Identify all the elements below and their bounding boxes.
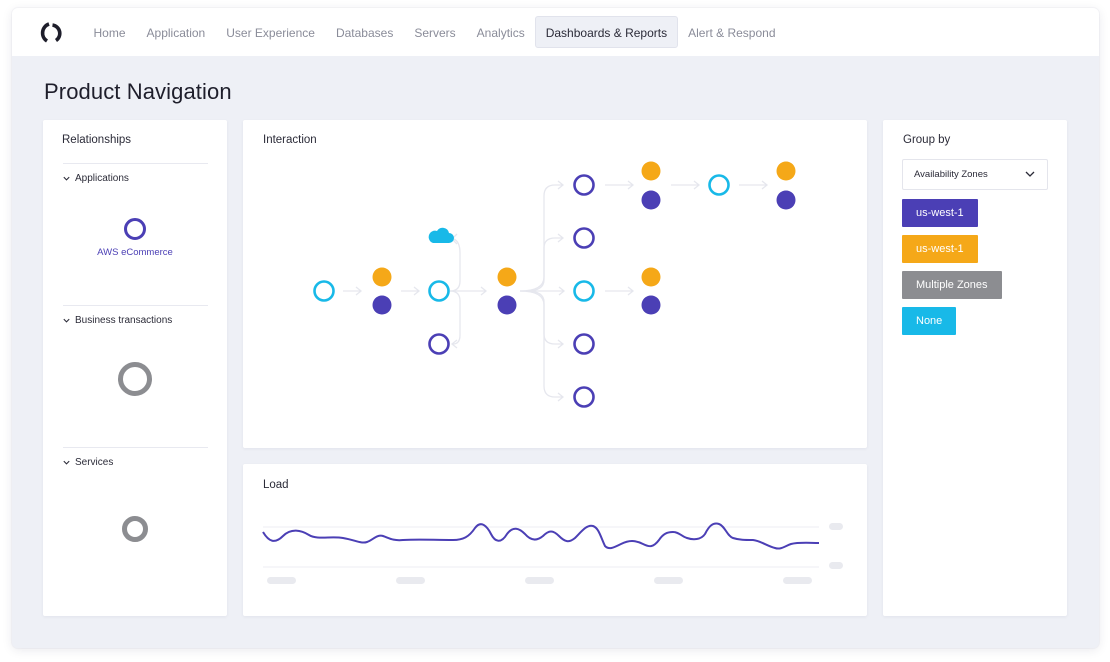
- graph-node[interactable]: [776, 190, 796, 210]
- graph-node[interactable]: [497, 267, 517, 287]
- nav-tab-databases[interactable]: Databases: [335, 26, 394, 40]
- graph-node[interactable]: [573, 333, 595, 355]
- graph-edges: [343, 180, 769, 402]
- app-window: Home Application User Experience Databas…: [12, 8, 1099, 648]
- section-services[interactable]: Services: [62, 457, 113, 468]
- nav-tab-analytics[interactable]: Analytics: [476, 26, 525, 40]
- nav-tab-user-experience[interactable]: User Experience: [226, 26, 315, 40]
- cloud-icon: [428, 227, 454, 243]
- chevron-down-icon: [1025, 171, 1035, 177]
- load-chart: [262, 522, 843, 584]
- zone-chip-multiple-zones[interactable]: Multiple Zones: [902, 271, 1002, 299]
- x-tick-placeholder: [654, 577, 683, 584]
- graph-node[interactable]: [573, 280, 595, 302]
- graph-node[interactable]: [573, 174, 595, 196]
- graph-node[interactable]: [708, 174, 730, 196]
- chevron-down-icon: [63, 176, 70, 181]
- x-tick-placeholder: [783, 577, 812, 584]
- graph-node[interactable]: [641, 190, 661, 210]
- section-business-transactions[interactable]: Business transactions: [62, 315, 172, 326]
- graph-node[interactable]: [313, 280, 335, 302]
- group-by-select-value: Availability Zones: [914, 169, 988, 180]
- y-tick-placeholder: [829, 523, 843, 530]
- nav-tab-alert-respond[interactable]: Alert & Respond: [688, 26, 776, 40]
- divider: [63, 447, 208, 448]
- load-panel: Load: [243, 464, 867, 616]
- graph-node[interactable]: [776, 161, 796, 181]
- group-by-select[interactable]: Availability Zones: [902, 159, 1048, 190]
- graph-node[interactable]: [497, 295, 517, 315]
- interaction-panel: Interaction: [243, 120, 867, 448]
- x-tick-placeholder: [396, 577, 425, 584]
- load-title: Load: [263, 479, 289, 491]
- application-label[interactable]: AWS eCommerce: [97, 247, 173, 258]
- graph-node[interactable]: [372, 267, 392, 287]
- nav-tab-servers[interactable]: Servers: [414, 26, 456, 40]
- divider: [63, 305, 208, 306]
- chevron-down-icon: [63, 318, 70, 323]
- nav-tab-dashboards-reports[interactable]: Dashboards & Reports: [535, 16, 678, 48]
- x-tick-placeholder: [525, 577, 554, 584]
- graph-node[interactable]: [428, 333, 450, 355]
- relationships-panel: Relationships Applications AWS eCommerce…: [43, 120, 227, 616]
- graph-node[interactable]: [428, 280, 450, 302]
- group-by-panel: Group by Availability Zones us-west-1 us…: [883, 120, 1067, 616]
- load-line: [262, 522, 820, 550]
- graph-node[interactable]: [641, 267, 661, 287]
- business-transaction-node[interactable]: [118, 362, 152, 396]
- section-label: Services: [75, 457, 114, 468]
- application-node[interactable]: [124, 218, 146, 240]
- zone-chip-us-west-1-purple[interactable]: us-west-1: [902, 199, 978, 227]
- x-tick-placeholder: [267, 577, 296, 584]
- service-node[interactable]: [122, 516, 148, 542]
- zone-chip-us-west-1-orange[interactable]: us-west-1: [902, 235, 978, 263]
- interaction-graph: [313, 161, 796, 408]
- logo-icon[interactable]: [40, 21, 64, 45]
- nav-tabs: Home Application User Experience Databas…: [83, 16, 786, 48]
- chevron-down-icon: [63, 460, 70, 465]
- top-navigation: Home Application User Experience Databas…: [12, 8, 1099, 56]
- nav-tab-home[interactable]: Home: [93, 26, 126, 40]
- section-applications[interactable]: Applications: [62, 173, 129, 184]
- graph-node[interactable]: [372, 295, 392, 315]
- nav-tab-application[interactable]: Application: [146, 26, 206, 40]
- graph-node[interactable]: [573, 386, 595, 408]
- y-tick-placeholder: [829, 562, 843, 569]
- page-title: Product Navigation: [44, 79, 232, 104]
- relationships-title: Relationships: [62, 134, 132, 146]
- section-label: Applications: [75, 173, 129, 184]
- graph-node[interactable]: [641, 295, 661, 315]
- group-by-title: Group by: [903, 134, 951, 146]
- zone-chip-none[interactable]: None: [902, 307, 957, 335]
- graph-node[interactable]: [573, 227, 595, 249]
- section-label: Business transactions: [75, 315, 173, 326]
- interaction-title: Interaction: [263, 134, 317, 146]
- divider: [63, 163, 208, 164]
- graph-node[interactable]: [641, 161, 661, 181]
